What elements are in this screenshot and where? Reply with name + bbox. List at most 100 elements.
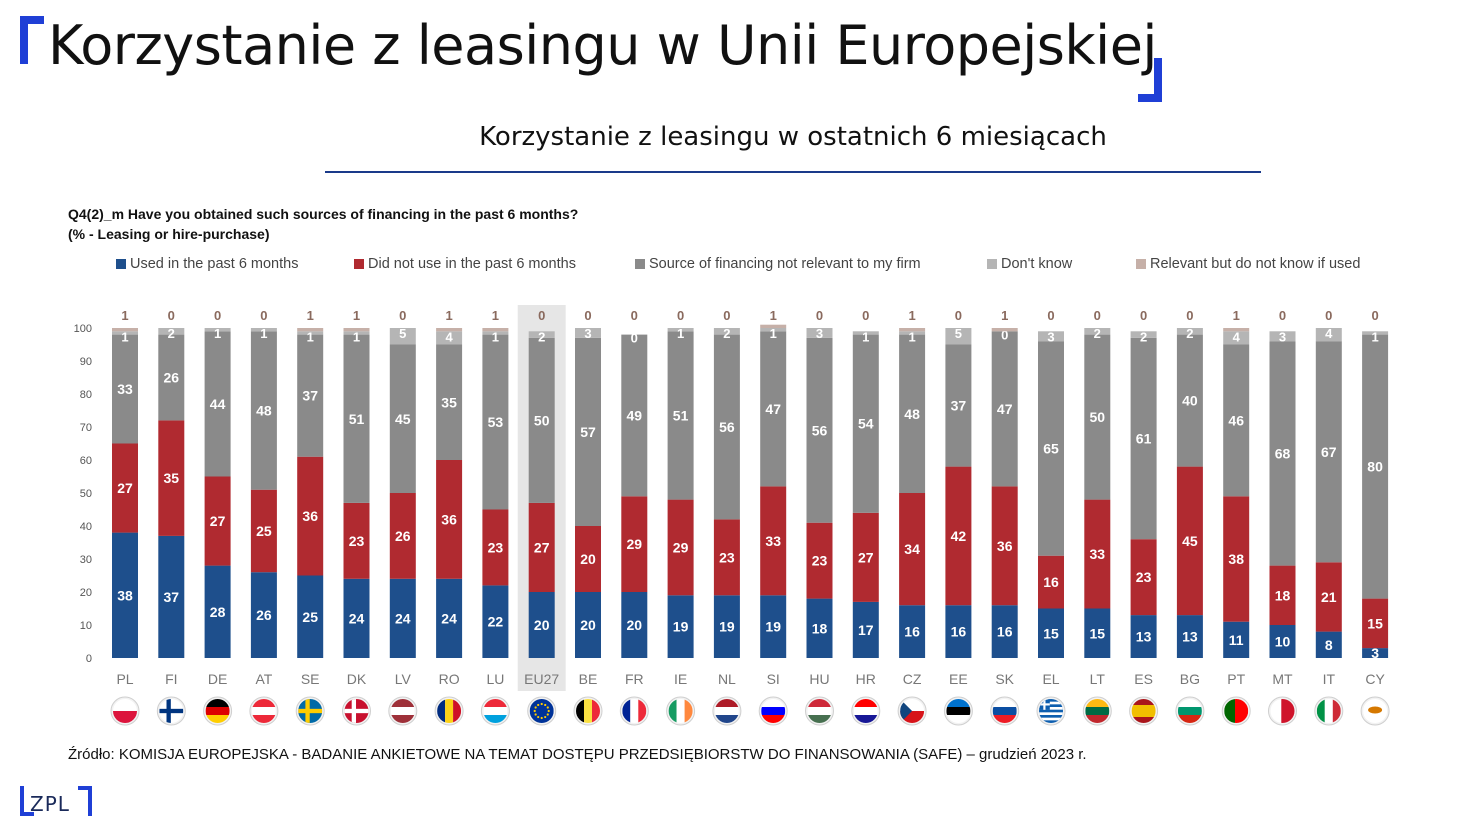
data-label: 47 bbox=[765, 401, 781, 417]
data-label: 3 bbox=[1279, 329, 1286, 344]
bar-segment bbox=[436, 578, 463, 658]
x-tick-label: SE bbox=[301, 671, 320, 687]
bar-segment bbox=[112, 328, 138, 332]
flag-part bbox=[1039, 712, 1063, 715]
bar-segment bbox=[250, 572, 277, 658]
flag-part bbox=[483, 715, 508, 723]
x-tick-label: EL bbox=[1042, 671, 1059, 687]
bar-segment bbox=[899, 334, 926, 493]
data-label: 36 bbox=[441, 511, 457, 527]
flag-part bbox=[298, 708, 323, 714]
bar-segment bbox=[1084, 499, 1111, 609]
data-label: 15 bbox=[1090, 625, 1106, 641]
bar-segment bbox=[343, 334, 370, 503]
data-label: 51 bbox=[673, 407, 689, 423]
flag-part bbox=[676, 699, 685, 723]
flag-part bbox=[1039, 703, 1050, 706]
bar-segment bbox=[1084, 608, 1111, 658]
bar-segment bbox=[899, 328, 926, 332]
bar-segment bbox=[1038, 341, 1064, 556]
data-label: 20 bbox=[580, 617, 596, 633]
x-tick-label: NL bbox=[718, 671, 736, 687]
data-label: 0 bbox=[631, 308, 638, 323]
flag-part bbox=[344, 708, 369, 714]
bar-segment bbox=[1362, 331, 1389, 335]
bar-segment bbox=[806, 522, 833, 599]
flag-part bbox=[251, 699, 276, 707]
data-label: 51 bbox=[349, 411, 365, 427]
bar-segment bbox=[991, 605, 1018, 658]
bar-segment bbox=[760, 324, 787, 328]
data-label: 26 bbox=[256, 607, 272, 623]
legend-item: Relevant but do not know if used bbox=[1136, 256, 1360, 272]
flag-part bbox=[113, 711, 137, 723]
flag-part bbox=[807, 715, 832, 723]
bar-segment bbox=[436, 331, 463, 345]
flag-se-icon bbox=[298, 699, 323, 723]
data-label: 1 bbox=[121, 329, 128, 344]
flag-fr-icon bbox=[622, 699, 647, 723]
bar-segment bbox=[482, 331, 509, 335]
data-label: 0 bbox=[1094, 308, 1101, 323]
flag-bg-icon bbox=[1177, 699, 1202, 723]
flag-lv-icon bbox=[390, 699, 415, 723]
data-label: 61 bbox=[1136, 431, 1152, 447]
bar-segment bbox=[250, 328, 277, 332]
data-label: 3 bbox=[584, 326, 591, 341]
data-label: 1 bbox=[862, 329, 869, 344]
legend-label: Used in the past 6 months bbox=[130, 256, 299, 272]
y-tick-label: 90 bbox=[80, 356, 92, 368]
data-label: 16 bbox=[997, 624, 1013, 640]
flag-pt-icon bbox=[1224, 699, 1249, 723]
y-tick-label: 10 bbox=[80, 620, 92, 632]
data-label: 24 bbox=[349, 610, 365, 626]
bar-segment bbox=[991, 486, 1018, 606]
flag-part bbox=[761, 715, 786, 723]
data-label: 0 bbox=[723, 308, 730, 323]
data-label: 45 bbox=[395, 411, 411, 427]
flag-part bbox=[807, 707, 832, 715]
data-label: 27 bbox=[210, 513, 226, 529]
flag-sk-icon bbox=[992, 699, 1017, 723]
bar-segment bbox=[528, 592, 555, 658]
data-label: 5 bbox=[399, 326, 406, 341]
flag-part bbox=[483, 699, 508, 707]
bar-segment bbox=[112, 331, 138, 335]
flag-part bbox=[807, 699, 832, 707]
flag-part bbox=[946, 707, 971, 715]
data-label: 1 bbox=[1001, 308, 1008, 323]
data-label: 24 bbox=[395, 610, 411, 626]
data-label: 0 bbox=[1140, 308, 1147, 323]
data-label: 1 bbox=[260, 326, 267, 341]
bar-segment bbox=[1084, 328, 1111, 335]
legend-item: Don't know bbox=[987, 256, 1072, 272]
data-label: 48 bbox=[256, 403, 272, 419]
data-label: 28 bbox=[210, 604, 226, 620]
title-corner-top-left bbox=[20, 16, 44, 64]
data-label: 18 bbox=[812, 620, 828, 636]
data-label: 1 bbox=[307, 308, 314, 323]
flag-part bbox=[159, 708, 184, 714]
flag-part bbox=[1235, 699, 1249, 723]
bar-segment bbox=[528, 502, 555, 592]
data-label: 1 bbox=[353, 308, 360, 323]
flag-part bbox=[205, 707, 230, 715]
flag-star bbox=[547, 709, 550, 713]
bar-segment bbox=[1269, 565, 1296, 625]
flag-lt-icon bbox=[1085, 699, 1110, 723]
bar-segment bbox=[852, 331, 879, 335]
bar-segment bbox=[852, 512, 879, 602]
data-label: 2 bbox=[1140, 329, 1147, 344]
flag-part bbox=[684, 699, 693, 723]
data-label: 5 bbox=[955, 326, 962, 341]
data-label: 80 bbox=[1367, 459, 1383, 475]
data-label: 25 bbox=[302, 609, 318, 625]
x-tick-label: LV bbox=[395, 671, 412, 687]
data-label: 1 bbox=[307, 329, 314, 344]
data-label: 0 bbox=[260, 308, 267, 323]
flag-star bbox=[546, 713, 549, 716]
bar-segment bbox=[806, 598, 833, 658]
data-label: 3 bbox=[1047, 329, 1054, 344]
bar-segment bbox=[204, 476, 231, 566]
bar-segment bbox=[1176, 615, 1203, 658]
